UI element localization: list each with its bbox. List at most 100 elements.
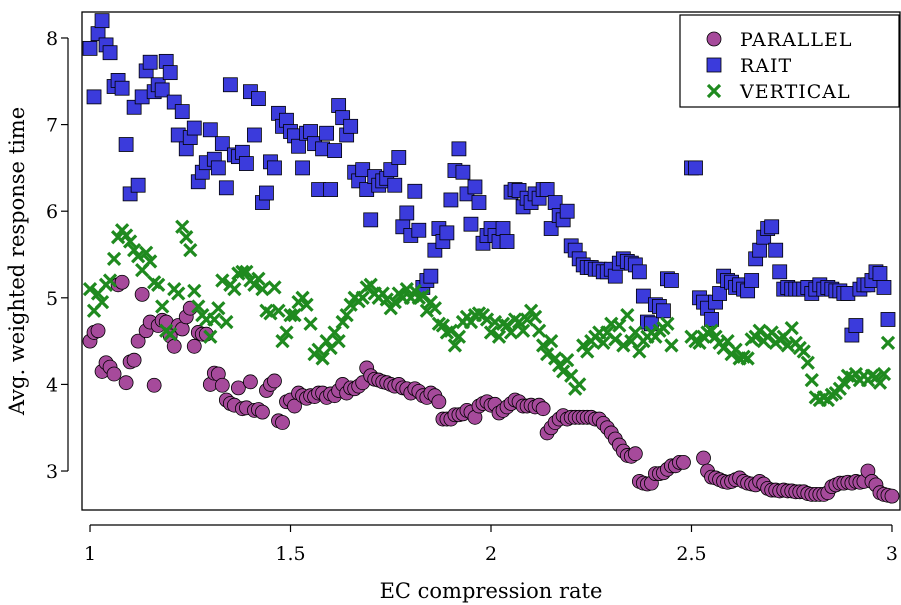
parallel-point bbox=[126, 352, 142, 368]
parallel-point bbox=[130, 333, 146, 349]
y-axis-title: Avg. weighted response time bbox=[5, 107, 29, 416]
rait-point bbox=[251, 91, 266, 107]
vertical-point bbox=[275, 333, 290, 349]
rait-point bbox=[118, 137, 134, 152]
vertical-point bbox=[624, 333, 639, 349]
parallel-point bbox=[146, 377, 162, 393]
vertical-point bbox=[175, 219, 190, 234]
rait-point bbox=[876, 280, 892, 295]
x-tick-label: 2.5 bbox=[676, 543, 706, 565]
rait-point bbox=[764, 219, 780, 235]
rait-point bbox=[495, 221, 511, 236]
rait-point bbox=[752, 242, 768, 258]
rait-point bbox=[664, 273, 679, 288]
vertical-point bbox=[171, 286, 186, 301]
vertical-point bbox=[82, 282, 98, 297]
vertical-point bbox=[227, 282, 242, 297]
rait-point bbox=[656, 303, 671, 319]
parallel-point bbox=[166, 338, 182, 354]
vertical-point bbox=[804, 372, 819, 388]
rait-point bbox=[102, 45, 118, 61]
vertical-point bbox=[163, 327, 178, 342]
vertical-point bbox=[215, 273, 230, 288]
parallel-point bbox=[186, 338, 202, 354]
rait-point bbox=[744, 273, 760, 288]
vertical-point bbox=[548, 351, 563, 366]
vertical-point bbox=[435, 318, 451, 333]
vertical-point bbox=[239, 264, 254, 279]
vertical-point bbox=[560, 353, 575, 368]
rait-point bbox=[214, 136, 230, 152]
rait-point bbox=[880, 312, 896, 327]
vertical-point bbox=[511, 314, 527, 330]
vertical-point bbox=[872, 375, 888, 390]
parallel-point bbox=[627, 446, 643, 462]
vertical-point bbox=[451, 329, 467, 344]
vertical-point bbox=[191, 299, 206, 314]
parallel-point bbox=[106, 366, 122, 382]
vertical-point bbox=[203, 329, 218, 344]
rait-point bbox=[154, 82, 170, 98]
parallel-point bbox=[243, 374, 258, 390]
vertical-point bbox=[660, 316, 675, 331]
vertical-point bbox=[387, 295, 402, 310]
vertical-point bbox=[327, 325, 342, 340]
rait-point bbox=[295, 160, 310, 176]
rait-point bbox=[499, 234, 515, 249]
parallel-point bbox=[255, 404, 270, 420]
vertical-point bbox=[784, 320, 799, 336]
data-points-layer bbox=[82, 13, 900, 504]
y-tick-label: 6 bbox=[46, 201, 58, 223]
vertical-point bbox=[363, 277, 378, 292]
parallel-point bbox=[114, 274, 130, 290]
rait-point bbox=[319, 125, 334, 141]
vertical-point bbox=[407, 283, 422, 299]
vertical-point bbox=[279, 325, 294, 340]
vertical-point bbox=[287, 307, 302, 323]
vertical-point bbox=[616, 338, 631, 353]
x-axis-title: EC compression rate bbox=[380, 579, 603, 603]
vertical-point bbox=[179, 230, 194, 245]
rait-point bbox=[130, 177, 146, 193]
vertical-point bbox=[503, 325, 519, 340]
rait-point bbox=[247, 127, 262, 143]
vertical-point bbox=[596, 335, 611, 350]
parallel-point bbox=[90, 323, 106, 339]
x-tick-label: 1.5 bbox=[275, 543, 305, 565]
rait-point bbox=[222, 77, 238, 93]
rait-point bbox=[327, 143, 343, 158]
rait-point bbox=[543, 221, 559, 236]
rait-point bbox=[186, 120, 202, 136]
parallel-point bbox=[431, 394, 447, 410]
parallel-point bbox=[275, 415, 290, 430]
rait-point bbox=[407, 183, 423, 199]
rait-point bbox=[259, 185, 274, 201]
y-tick-label: 5 bbox=[46, 288, 58, 310]
rait-point bbox=[387, 177, 403, 193]
vertical-point bbox=[106, 251, 122, 266]
vertical-point bbox=[207, 312, 222, 327]
vertical-point bbox=[620, 307, 635, 323]
rait-point bbox=[82, 40, 98, 56]
vertical-point bbox=[740, 351, 755, 366]
vertical-point bbox=[880, 335, 896, 350]
vertical-point bbox=[483, 325, 499, 340]
vertical-point bbox=[612, 318, 627, 333]
vertical-point bbox=[219, 314, 234, 330]
vertical-point bbox=[315, 351, 330, 366]
vertical-point bbox=[531, 323, 547, 338]
vertical-point bbox=[632, 344, 647, 359]
rait-point bbox=[391, 150, 407, 165]
y-tick-label: 8 bbox=[46, 28, 58, 50]
vertical-point bbox=[535, 338, 551, 353]
vertical-point bbox=[255, 282, 270, 297]
rait-point bbox=[607, 268, 623, 284]
rait-point bbox=[463, 216, 479, 232]
vertical-point bbox=[527, 309, 543, 324]
rait-point bbox=[848, 318, 864, 333]
rait-point bbox=[411, 222, 427, 238]
parallel-point bbox=[884, 488, 900, 504]
y-tick-label: 4 bbox=[46, 374, 58, 396]
